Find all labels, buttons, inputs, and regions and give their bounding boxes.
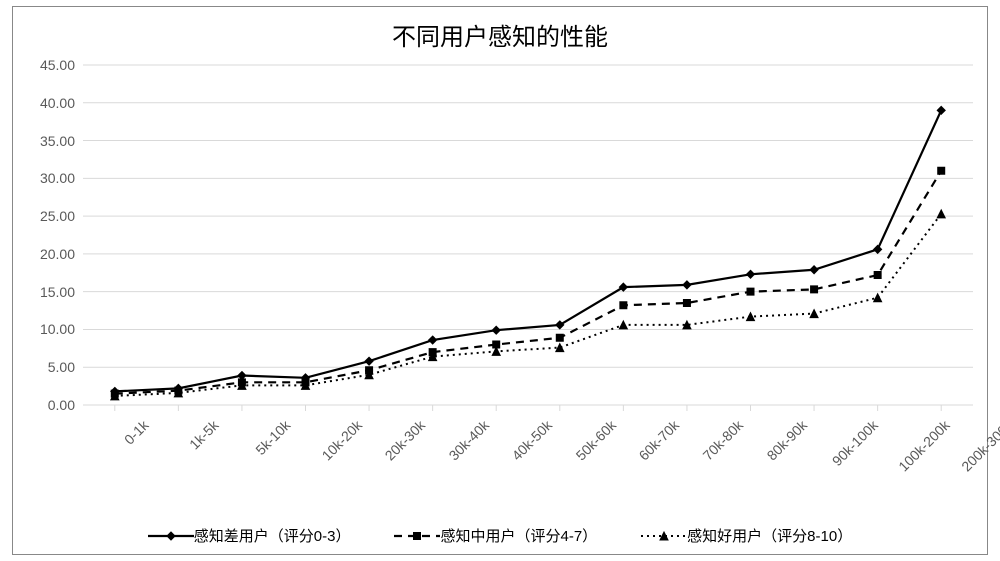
series-marker	[620, 302, 627, 309]
legend-swatch	[641, 527, 687, 545]
series-marker	[747, 313, 755, 321]
series-marker	[937, 106, 945, 114]
y-tick-label: 45.00	[25, 57, 75, 73]
series-marker	[874, 272, 881, 279]
plot-svg	[13, 7, 989, 556]
legend-swatch	[148, 527, 194, 545]
series-marker	[874, 294, 882, 302]
y-tick-label: 10.00	[25, 321, 75, 337]
series-marker	[683, 281, 691, 289]
series-marker	[938, 167, 945, 174]
y-tick-label: 40.00	[25, 95, 75, 111]
legend: 感知差用户（评分0-3） 感知中用户（评分4-7） 感知好用户（评分8-10）	[13, 525, 987, 546]
series-marker	[365, 357, 373, 365]
y-tick-label: 30.00	[25, 170, 75, 186]
series-marker	[556, 334, 563, 341]
series-marker	[810, 310, 818, 318]
series-marker	[811, 286, 818, 293]
legend-label: 感知中用户（评分4-7）	[440, 525, 597, 546]
legend-label: 感知差用户（评分0-3）	[194, 525, 351, 546]
legend-swatch	[394, 527, 440, 545]
series-marker	[238, 372, 246, 380]
legend-label: 感知好用户（评分8-10）	[687, 525, 852, 546]
y-tick-label: 35.00	[25, 133, 75, 149]
series-line-0	[115, 110, 941, 391]
y-tick-label: 25.00	[25, 208, 75, 224]
y-tick-label: 0.00	[25, 397, 75, 413]
legend-item: 感知好用户（评分8-10）	[641, 525, 852, 546]
series-line-1	[115, 171, 941, 394]
series-marker	[683, 300, 690, 307]
y-tick-label: 15.00	[25, 284, 75, 300]
series-marker	[492, 347, 500, 355]
series-marker	[874, 245, 882, 253]
series-marker	[937, 210, 945, 218]
series-marker	[492, 326, 500, 334]
legend-item: 感知差用户（评分0-3）	[148, 525, 351, 546]
series-marker	[747, 270, 755, 278]
legend-item: 感知中用户（评分4-7）	[394, 525, 597, 546]
y-tick-label: 20.00	[25, 246, 75, 262]
series-line-2	[115, 214, 941, 396]
series-marker	[619, 321, 627, 329]
chart-container: 不同用户感知的性能 感知差用户（评分0-3）感知中用户（评分4-7）感知好用户（…	[12, 6, 988, 555]
series-marker	[429, 336, 437, 344]
series-marker	[747, 288, 754, 295]
y-tick-label: 5.00	[25, 359, 75, 375]
series-marker	[810, 266, 818, 274]
